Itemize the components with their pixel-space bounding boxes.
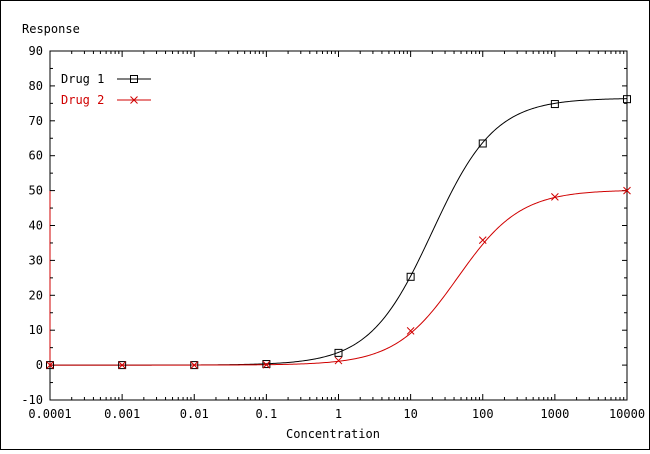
data-point (46, 361, 54, 370)
data-point (262, 360, 271, 369)
legend-label: Drug 1 (61, 72, 104, 86)
y-axis: -10 0 10 20 30 40 50 60 70 80 90 (21, 44, 627, 407)
x-tick-label: 0.1 (256, 407, 278, 421)
data-point (190, 361, 199, 370)
y-tick-label: 30 (29, 253, 43, 267)
x-tick-label: 10 (403, 407, 417, 421)
x-tick-label: 0.0001 (28, 407, 71, 421)
data-point (406, 272, 415, 281)
data-point (334, 348, 343, 357)
y-tick-label: 50 (29, 184, 43, 198)
data-point (551, 193, 559, 201)
series-curves (50, 98, 628, 366)
y-tick-label: 0 (36, 358, 43, 372)
data-point (406, 327, 415, 335)
data-point (478, 139, 487, 148)
legend-label: Drug 2 (61, 93, 104, 107)
y-tick-label: 20 (29, 288, 43, 302)
x-axis: 0.0001 0.001 0.01 0.1 1 10 100 1000 10000 (28, 51, 645, 421)
data-point (190, 361, 199, 369)
x-tick-label: 10000 (609, 407, 645, 421)
series-line (50, 98, 628, 366)
y-tick-label: 40 (29, 219, 43, 233)
data-point (118, 361, 126, 369)
x-tick-label: 1 (335, 407, 342, 421)
y-tick-label: 10 (29, 323, 43, 337)
legend-marker (130, 96, 138, 104)
data-point (118, 361, 127, 370)
data-point (478, 236, 487, 245)
data-point (334, 356, 343, 365)
plot-area (49, 50, 628, 401)
x-axis-label: Concentration (286, 427, 380, 441)
y-tick-label: 70 (29, 114, 43, 128)
x-tick-label: 1000 (540, 407, 569, 421)
data-point (623, 95, 631, 104)
data-point (46, 361, 54, 369)
data-point (550, 100, 559, 109)
series-line (50, 190, 628, 366)
x-tick-label: 0.001 (104, 407, 140, 421)
legend: Drug 1 Drug 2 (61, 72, 151, 107)
y-tick-label: -10 (21, 393, 43, 407)
data-point (262, 360, 271, 369)
y-axis-label: Response (22, 22, 80, 36)
plot-border (49, 50, 628, 401)
data-point (623, 186, 631, 195)
legend-marker (130, 75, 138, 83)
series-markers (46, 95, 631, 370)
x-tick-label: 100 (472, 407, 494, 421)
x-tick-label: 0.01 (180, 407, 209, 421)
y-tick-label: 90 (29, 44, 43, 58)
y-tick-label: 60 (29, 149, 43, 163)
y-tick-label: 80 (29, 79, 43, 93)
